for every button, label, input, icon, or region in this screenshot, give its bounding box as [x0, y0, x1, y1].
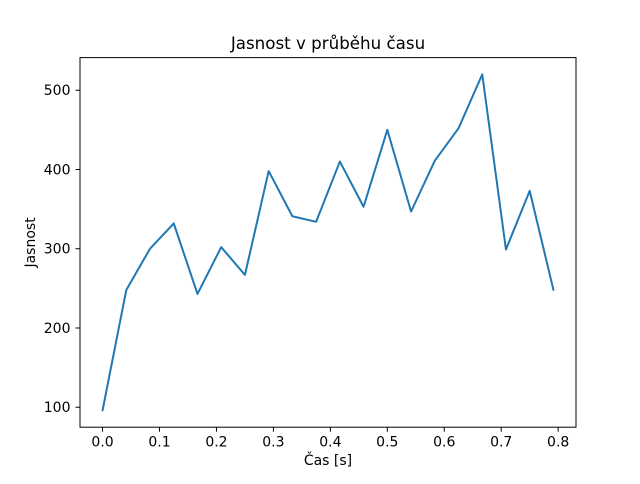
x-tick-label: 0.6	[433, 435, 455, 451]
brightness-data-line	[101, 73, 555, 412]
x-tick-label: 0.3	[262, 435, 284, 451]
y-tick-label: 200	[44, 321, 71, 337]
x-tick-label: 0.2	[205, 435, 227, 451]
chart-title: Jasnost v průběhu času	[230, 33, 425, 53]
x-tick-label: 0.5	[376, 435, 398, 451]
y-tick-label: 500	[44, 83, 71, 99]
plot-background	[80, 57, 576, 428]
x-tick-label: 0.4	[319, 435, 341, 451]
y-tick-label: 100	[44, 400, 71, 416]
x-tick-label: 0.1	[148, 435, 170, 451]
x-tick-label: 0.8	[547, 435, 569, 451]
x-axis-label: Čas [s]	[304, 451, 352, 469]
y-tick-label: 300	[44, 242, 71, 258]
plot-border	[79, 57, 577, 428]
plot-area: 0.0 0.1 0.2 0.3 0.4 0.5 0.6 0.7 0.8 100 200 300 400 5…	[44, 57, 577, 451]
y-tick-label: 400	[44, 162, 71, 178]
x-tick-label: 0.7	[490, 435, 512, 451]
y-axis-label: Jasnost	[23, 217, 39, 269]
x-tick-label: 0.0	[91, 435, 113, 451]
